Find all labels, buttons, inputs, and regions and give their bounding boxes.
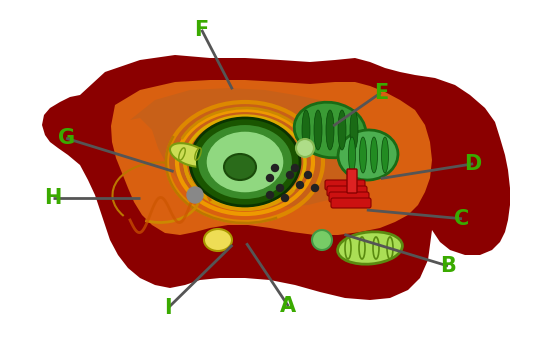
Ellipse shape: [170, 143, 210, 167]
FancyBboxPatch shape: [325, 180, 365, 190]
Circle shape: [296, 182, 304, 189]
Circle shape: [282, 195, 288, 202]
Ellipse shape: [314, 110, 322, 150]
Ellipse shape: [294, 102, 366, 158]
Circle shape: [305, 172, 311, 178]
Ellipse shape: [348, 137, 356, 173]
Text: I: I: [164, 298, 172, 318]
Polygon shape: [42, 55, 510, 300]
Polygon shape: [111, 80, 432, 235]
Circle shape: [267, 191, 273, 198]
Ellipse shape: [360, 137, 366, 173]
Text: B: B: [440, 256, 456, 276]
Ellipse shape: [338, 130, 398, 180]
Ellipse shape: [190, 118, 300, 206]
Text: A: A: [281, 296, 296, 316]
Polygon shape: [130, 88, 368, 207]
FancyBboxPatch shape: [347, 169, 357, 193]
Text: E: E: [374, 83, 388, 103]
Ellipse shape: [204, 229, 232, 251]
Text: C: C: [454, 209, 470, 229]
Text: H: H: [44, 188, 62, 208]
Circle shape: [292, 164, 298, 172]
Ellipse shape: [197, 124, 293, 200]
Circle shape: [311, 184, 319, 191]
FancyBboxPatch shape: [327, 186, 367, 196]
Text: D: D: [465, 154, 482, 174]
Ellipse shape: [206, 131, 284, 193]
Ellipse shape: [312, 230, 332, 250]
Ellipse shape: [381, 137, 389, 173]
Circle shape: [287, 172, 293, 178]
Ellipse shape: [296, 139, 314, 157]
Circle shape: [187, 187, 203, 203]
Text: G: G: [58, 128, 74, 148]
Ellipse shape: [326, 110, 334, 150]
FancyBboxPatch shape: [329, 192, 369, 202]
Ellipse shape: [338, 232, 403, 264]
Circle shape: [277, 184, 283, 191]
Circle shape: [272, 164, 278, 172]
Ellipse shape: [371, 137, 377, 173]
Ellipse shape: [224, 154, 256, 180]
Ellipse shape: [302, 110, 310, 150]
Circle shape: [267, 175, 273, 182]
Text: F: F: [194, 20, 209, 40]
FancyBboxPatch shape: [331, 198, 371, 208]
Ellipse shape: [350, 110, 358, 150]
Ellipse shape: [338, 110, 346, 150]
